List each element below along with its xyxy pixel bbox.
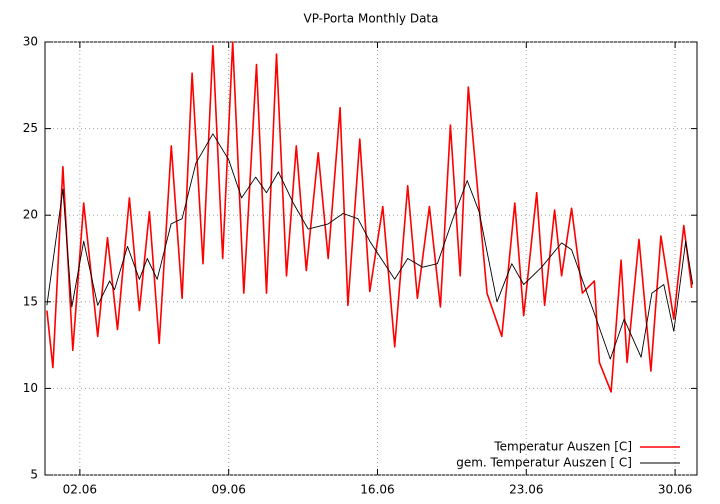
y-tick-label: 10 [23,381,38,395]
legend-label: Temperatur Auszen [C] [493,440,632,454]
x-tick-label: 02.06 [63,483,97,497]
series-line [46,41,693,393]
y-tick-label: 5 [30,468,38,482]
x-tick-label: 16.06 [360,483,394,497]
y-tick-label: 20 [23,208,38,222]
x-tick-label: 23.06 [509,483,543,497]
chart-title: VP-Porta Monthly Data [304,12,439,26]
x-tick-label: 30.06 [658,483,692,497]
series-line [46,133,694,360]
x-tick-label: 09.06 [211,483,245,497]
y-tick-label: 25 [23,121,38,135]
y-tick-label: 30 [23,35,38,49]
plot-frame [44,41,698,476]
y-tick-label: 15 [23,294,38,308]
legend-label: gem. Temperatur Auszen [ C] [456,456,632,470]
